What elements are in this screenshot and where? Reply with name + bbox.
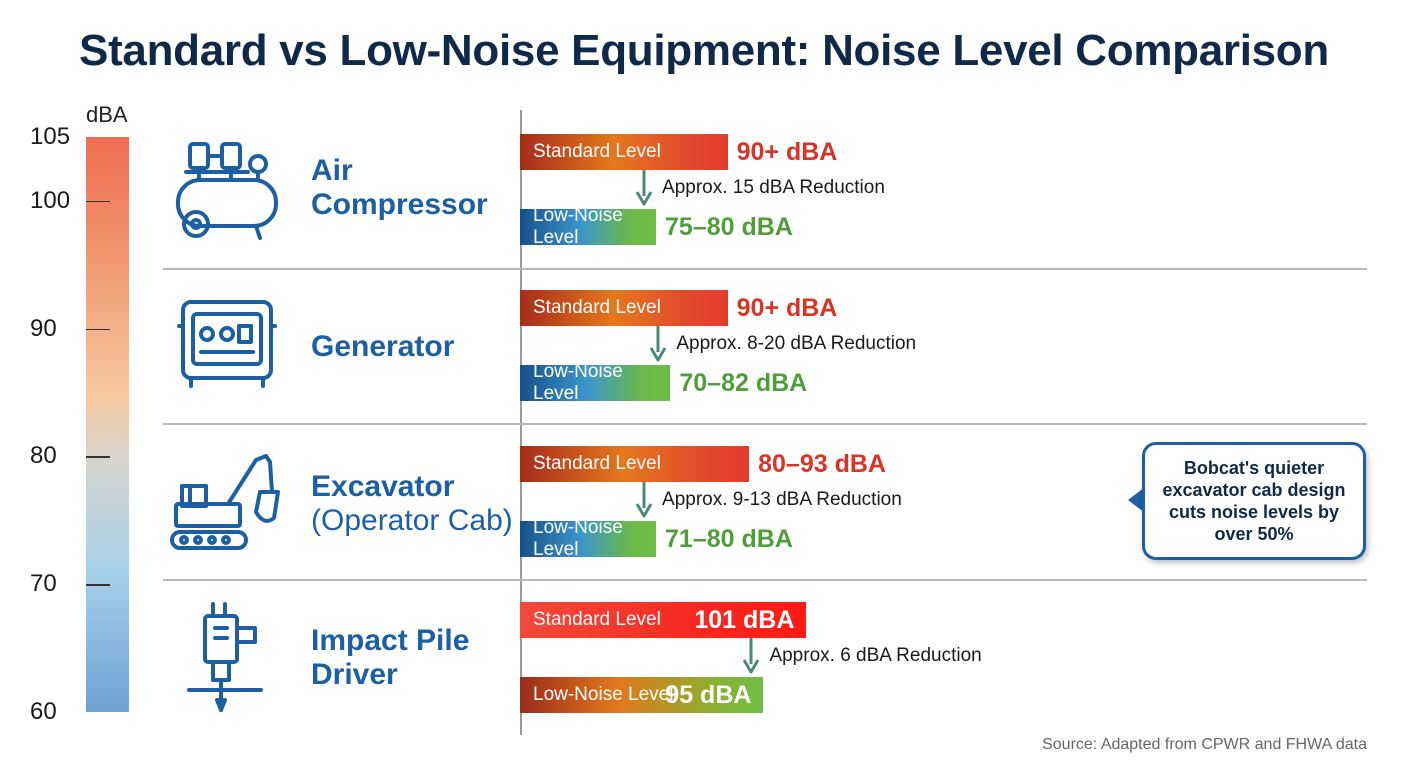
low-noise-level-bar: Low-Noise Level (520, 677, 764, 713)
bar-label: Low-Noise Level (533, 517, 623, 560)
low-noise-value-label: 75–80 dBA (665, 213, 793, 241)
low-noise-value-label: 70–82 dBA (679, 369, 808, 397)
equipment-name: Generator (311, 330, 455, 363)
equipment-subname: (Operator Cab) (311, 504, 513, 537)
low-noise-level-bar: Low-Noise Level (520, 517, 657, 560)
standard-level-bar: Standard Level (520, 134, 728, 170)
standard-value-label: 90+ dBA (736, 294, 838, 322)
low-noise-value-label: 71–80 dBA (665, 525, 793, 553)
scale-tick-mark (86, 200, 110, 203)
noise-scale-gradient-bar (86, 137, 129, 712)
source-note: Source: Adapted from CPWR and FHWA data (1042, 736, 1367, 753)
scale-tick-label: 90 (30, 314, 57, 342)
bar-label: Low-Noise Level (533, 684, 674, 705)
chart-title: Standard vs Low-Noise Equipment: Noise L… (79, 26, 1329, 75)
vertical-divider (520, 110, 522, 735)
standard-value-label: 90+ dBA (736, 138, 838, 166)
standard-level-bar: Standard Level (520, 290, 728, 326)
reduction-arrow-icon (635, 170, 653, 206)
standard-value-label: 80–93 dBA (758, 450, 886, 478)
equipment-name: Air Compressor (311, 154, 488, 221)
scale-tick-label: 70 (30, 570, 57, 598)
scale-tick-label: 80 (30, 442, 57, 470)
scale-tick-mark (86, 456, 110, 458)
air-compressor-icon (176, 142, 278, 240)
row-divider (163, 423, 1367, 425)
reduction-label: Approx. 8-20 dBA Reduction (676, 333, 917, 354)
equipment-name: Impact Pile Driver (311, 624, 470, 691)
scale-tick-label: 105 (30, 123, 71, 150)
row-divider (163, 579, 1367, 581)
bar-label: Standard Level (533, 453, 661, 474)
reduction-label: Approx. 15 dBA Reduction (662, 177, 885, 198)
callout-box: Bobcat's quieter excavator cab design cu… (1142, 442, 1366, 560)
bar-label: Standard Level (533, 609, 661, 630)
reduction-label: Approx. 9-13 dBA Reduction (662, 489, 902, 510)
standard-level-bar: Standard Level (520, 602, 807, 638)
reduction-arrow-icon (635, 482, 653, 518)
reduction-arrow-icon (650, 326, 667, 362)
low-noise-level-bar: Low-Noise Level (520, 205, 657, 248)
reduction-label: Approx. 6 dBA Reduction (769, 645, 982, 666)
scale-tick-label: 100 (30, 186, 71, 214)
scale-unit-label: dBA (86, 102, 128, 127)
scale-tick-mark (86, 328, 110, 331)
scale-tick-mark (86, 584, 110, 586)
low-noise-value-label: 95 dBA (665, 681, 752, 709)
standard-value-label: 101 dBA (694, 606, 795, 634)
pile-driver-icon (187, 602, 263, 712)
row-divider (163, 268, 1367, 270)
excavator-icon (170, 454, 280, 550)
standard-level-bar: Standard Level (520, 446, 750, 482)
bar-label: Standard Level (533, 297, 661, 318)
bar-label: Low-Noise Level (533, 205, 623, 248)
bar-label: Low-Noise Level (533, 361, 623, 404)
reduction-arrow-icon (743, 638, 760, 674)
equipment-name: Excavator (Operator Cab) (311, 470, 513, 537)
callout-pointer (1128, 487, 1145, 513)
bar-label: Standard Level (533, 141, 661, 162)
scale-tick-label: 60 (30, 698, 57, 725)
generator-icon (177, 300, 277, 388)
low-noise-level-bar: Low-Noise Level (520, 361, 671, 404)
